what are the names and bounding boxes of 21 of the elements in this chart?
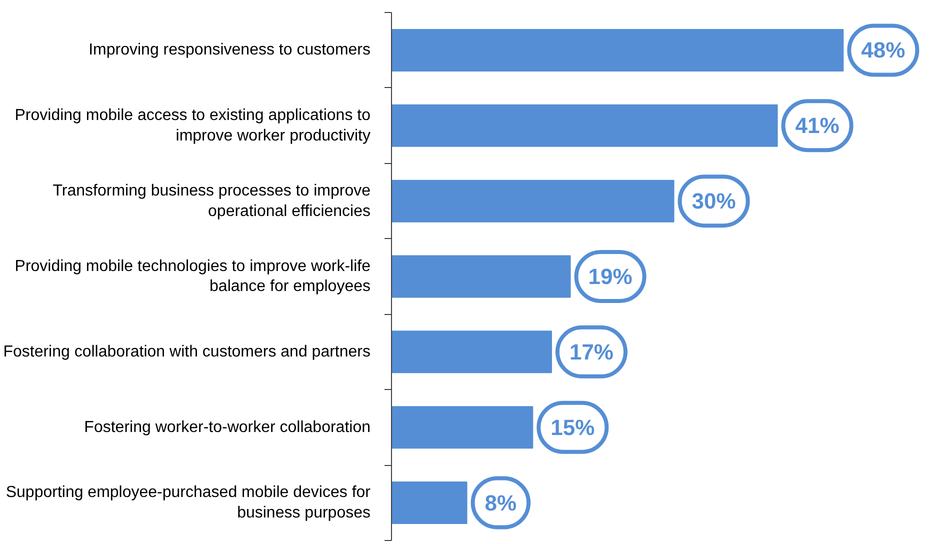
- y-tick-label: Fostering worker-to-worker collaboration: [84, 418, 370, 436]
- data-label: 19%: [588, 264, 632, 289]
- bar: [392, 406, 534, 449]
- data-label: 17%: [569, 339, 614, 364]
- y-tick-label: Supporting employee-purchased mobile devices for business purposes: [6, 484, 372, 522]
- data-label: 30%: [692, 188, 736, 214]
- y-tick-label: Fostering collaboration with customers and partners: [3, 343, 371, 360]
- bar: [392, 330, 552, 374]
- y-tick-label: Transforming business processes to improve operational efficiencies: [52, 182, 371, 220]
- data-label: 8%: [484, 490, 517, 516]
- data-label: 41%: [795, 113, 840, 138]
- bar: [392, 180, 674, 222]
- y-tick-label: Improving responsiveness to customers: [88, 42, 371, 59]
- y-tick-label: Providing mobile technologies to improve work-life balance for employees: [14, 258, 371, 296]
- data-label: 48%: [861, 38, 906, 63]
- data-label: 15%: [550, 414, 595, 440]
- bar: [392, 104, 778, 147]
- y-tick-label: Providing mobile access to existing applications to improve worker productivity: [14, 106, 371, 144]
- bar: [392, 482, 468, 524]
- bar: [392, 28, 844, 72]
- bar: [392, 255, 571, 298]
